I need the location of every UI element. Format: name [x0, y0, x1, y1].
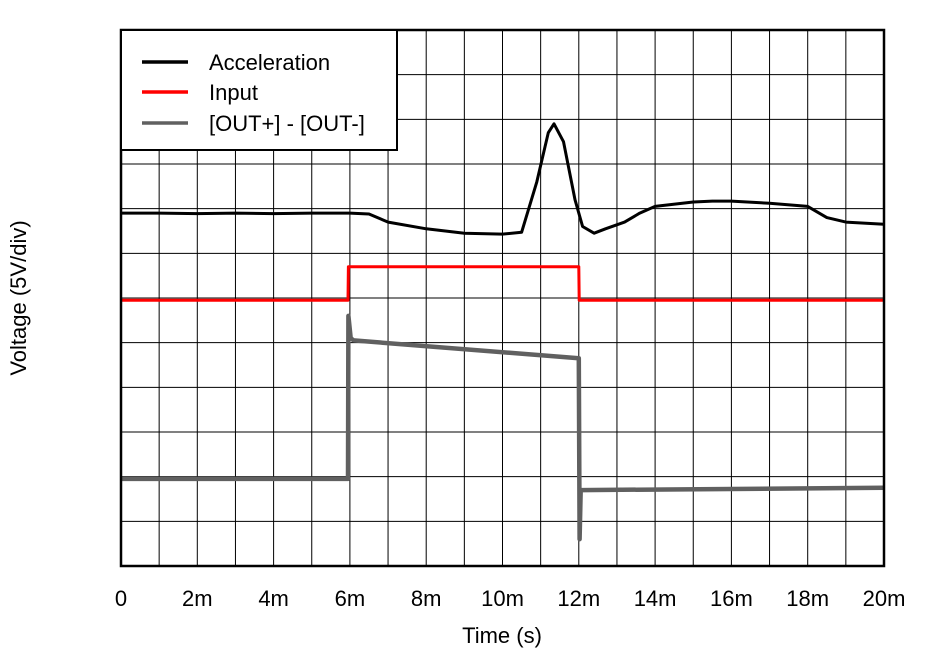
x-tick-label: 10m [481, 586, 524, 611]
legend-label-out-diff: [OUT+] - [OUT-] [209, 111, 365, 136]
x-tick-label: 20m [863, 586, 906, 611]
series-line-2 [121, 313, 885, 542]
legend-label-input: Input [209, 80, 258, 105]
x-tick-label: 12m [557, 586, 600, 611]
x-tick-label: 14m [634, 586, 677, 611]
x-tick-label: 16m [710, 586, 753, 611]
x-tick-label: 8m [411, 586, 442, 611]
y-axis-label: Voltage (5V/div) [6, 220, 31, 375]
legend: Acceleration Input [OUT+] - [OUT-] [120, 29, 398, 151]
legend-label-acceleration: Acceleration [209, 50, 330, 75]
x-tick-label: 2m [182, 586, 213, 611]
legend-box [120, 29, 398, 151]
series-layer [121, 122, 885, 542]
x-axis-label: Time (s) [462, 623, 542, 648]
x-tick-label: 0 [115, 586, 127, 611]
x-tick-label: 18m [786, 586, 829, 611]
series-line-1 [121, 265, 884, 302]
x-tick-labels: 0 2m 4m 6m 8m 10m 12m 14m 16m 18m 20m [115, 586, 906, 611]
series-line-0 [121, 122, 885, 236]
plot-frame [119, 28, 886, 568]
x-tick-label: 6m [335, 586, 366, 611]
x-tick-label: 4m [258, 586, 289, 611]
